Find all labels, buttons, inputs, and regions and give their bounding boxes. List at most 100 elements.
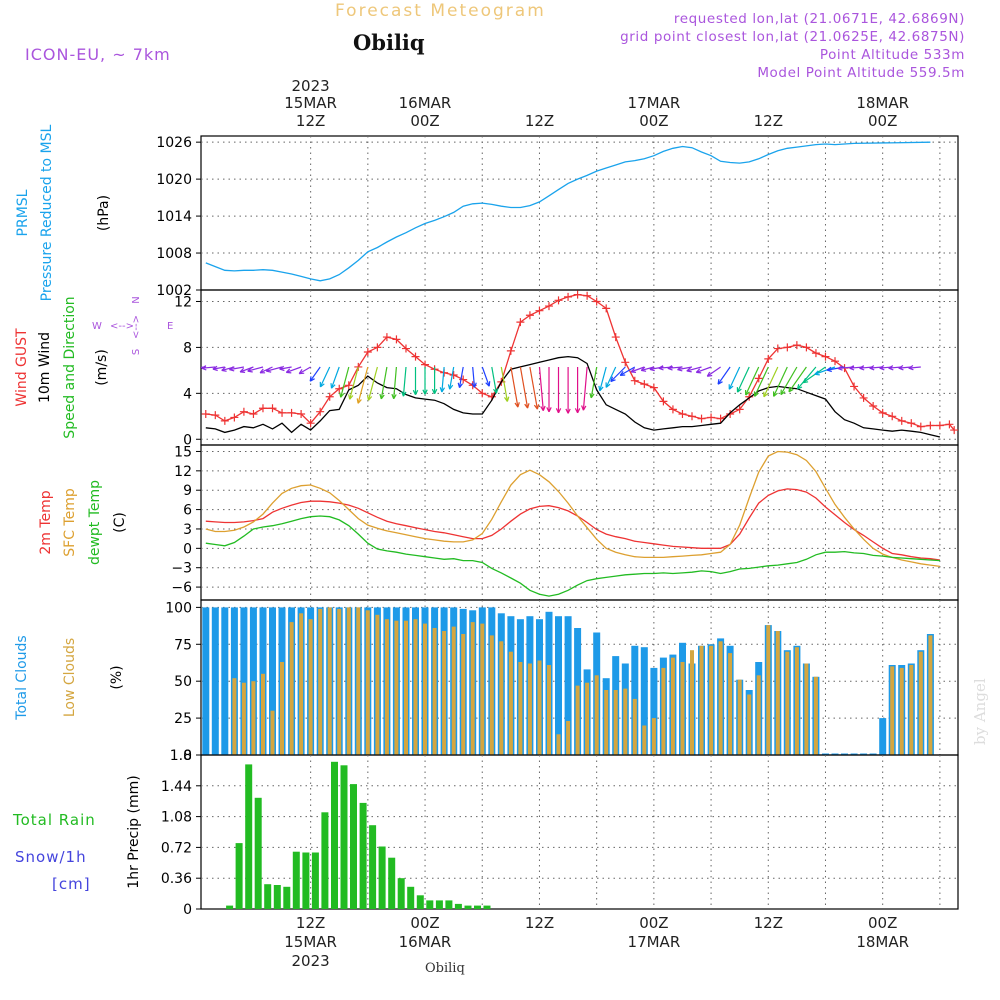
wind-arrow-head	[265, 367, 272, 373]
wind-arrow-shaft	[582, 366, 588, 411]
station-name: Obiliq	[353, 30, 425, 55]
wind-arrow	[763, 366, 779, 398]
wind-arrow	[401, 366, 407, 397]
low-clouds-bar	[899, 667, 904, 755]
low-clouds-bar	[547, 665, 551, 755]
top-time-label: 00Z	[868, 112, 897, 130]
model-point-altitude: Model Point Altitude 559.5m	[757, 65, 965, 81]
wind-arrow-head	[439, 387, 446, 393]
wind-arrow-head	[504, 396, 510, 402]
wind-arrow	[201, 365, 216, 371]
wind-arrow-shaft	[349, 366, 359, 400]
y-tick-label: 0	[183, 902, 192, 918]
wind-arrow-head	[356, 398, 362, 404]
wind-gust-marker	[258, 404, 267, 413]
wind-arrow-shaft	[706, 366, 721, 377]
wind-arrow-shaft	[630, 366, 645, 373]
wind-arrow	[908, 364, 921, 371]
wind-arrow	[529, 366, 540, 410]
low-clouds-bar	[508, 651, 513, 755]
wind-arrow-shaft	[330, 366, 340, 389]
wind-arrow-shaft	[340, 366, 350, 398]
wind-gust-marker	[564, 292, 573, 301]
top-time-label: 17MAR	[628, 94, 681, 112]
model-label: ICON-EU, ~ 7km	[25, 45, 171, 64]
wind-gust-marker	[697, 414, 706, 423]
low-clouds-bar	[375, 614, 380, 755]
low-clouds-bar	[432, 628, 437, 755]
low-clouds-bar	[318, 608, 323, 755]
low-clouds-bar	[680, 662, 685, 755]
total-rain-bar	[264, 884, 272, 909]
wind-gust-marker	[630, 376, 639, 385]
wind-gust-marker	[392, 335, 401, 344]
wind-gust-marker	[239, 407, 248, 416]
total-rain-bar	[464, 905, 472, 909]
wind-arrow	[348, 366, 359, 400]
total-rain-bar	[474, 905, 481, 909]
low-clouds-bar	[594, 675, 599, 755]
wind-arrow-head	[717, 379, 723, 385]
bottom-time-label: 15MAR	[284, 933, 337, 951]
wind-arrow-head	[540, 405, 546, 412]
grid-point-coordinates: grid point closest lon,lat (21.0625E, 42…	[620, 29, 965, 45]
wind-arrow	[605, 366, 617, 388]
wind-gust-marker	[220, 416, 229, 425]
watermark: by Angel	[971, 678, 989, 745]
total-clouds-bar	[202, 607, 210, 755]
wind-arrow	[788, 366, 807, 393]
total-clouds-bar	[831, 753, 839, 755]
wind-arrow	[630, 366, 645, 373]
low-clouds-bar	[413, 619, 418, 755]
wind-arrow	[431, 367, 438, 394]
total-rain-bar	[331, 761, 338, 909]
wind-gust-marker	[201, 410, 210, 418]
wind-arrow	[555, 367, 562, 414]
low-clouds-bar	[785, 651, 790, 755]
wind-arrow-shaft	[788, 366, 807, 393]
wind-arrow	[773, 366, 788, 397]
y-axis: 1002 1008 1014 1020 1026	[156, 135, 958, 299]
low-clouds-bar	[241, 682, 246, 755]
top-time-label: 2023	[292, 77, 330, 95]
wind-arrow	[706, 366, 721, 377]
low-clouds-bar	[661, 667, 666, 755]
wind-arrow-head	[401, 391, 407, 397]
low-clouds-bar	[261, 673, 265, 755]
wind-gust-marker	[516, 318, 525, 327]
low-clouds-bar	[232, 678, 237, 755]
y-axis-label: (hPa)	[96, 195, 112, 231]
wind-arrow-head	[229, 366, 235, 372]
wind-arrow-head	[736, 387, 742, 393]
wind-arrow-shaft	[319, 366, 331, 388]
wind-arrow-head	[649, 366, 655, 372]
wind-arrow-head	[533, 404, 540, 410]
wind-gust-marker	[401, 344, 410, 353]
wind-arrow-head	[348, 394, 354, 400]
wind-arrow	[780, 366, 798, 396]
wind-arrow	[247, 366, 264, 373]
wind-arrow	[510, 366, 520, 408]
low-clouds-bar	[251, 681, 256, 755]
y-axis: 0 0.36 0.72 1.08 1.44 1.8	[161, 748, 958, 918]
y-tick-label: 9	[183, 483, 192, 499]
wind-arrow-shaft	[500, 366, 508, 402]
wind-gust-marker	[735, 405, 744, 414]
wind-gust-marker	[297, 410, 306, 418]
total-rain-bar	[235, 843, 243, 909]
wind-arrow-head	[319, 381, 325, 388]
wind-arrow	[717, 366, 731, 385]
wind-gust-marker	[382, 333, 391, 342]
low-clouds-bar	[575, 685, 580, 755]
wind-arrow-shaft	[538, 366, 544, 411]
compass-arrow: <-->	[110, 321, 134, 332]
low-clouds-bar	[909, 665, 914, 755]
total-clouds-bar	[850, 753, 858, 755]
wind-arrow-head	[898, 364, 904, 371]
wind-arrow-shaft	[529, 366, 538, 410]
total-rain-bar	[283, 886, 291, 909]
wind-arrow-head	[589, 392, 595, 399]
wind-arrow-head	[837, 365, 843, 371]
wind-arrow-shaft	[481, 366, 490, 387]
wind-gust-marker	[525, 311, 534, 320]
